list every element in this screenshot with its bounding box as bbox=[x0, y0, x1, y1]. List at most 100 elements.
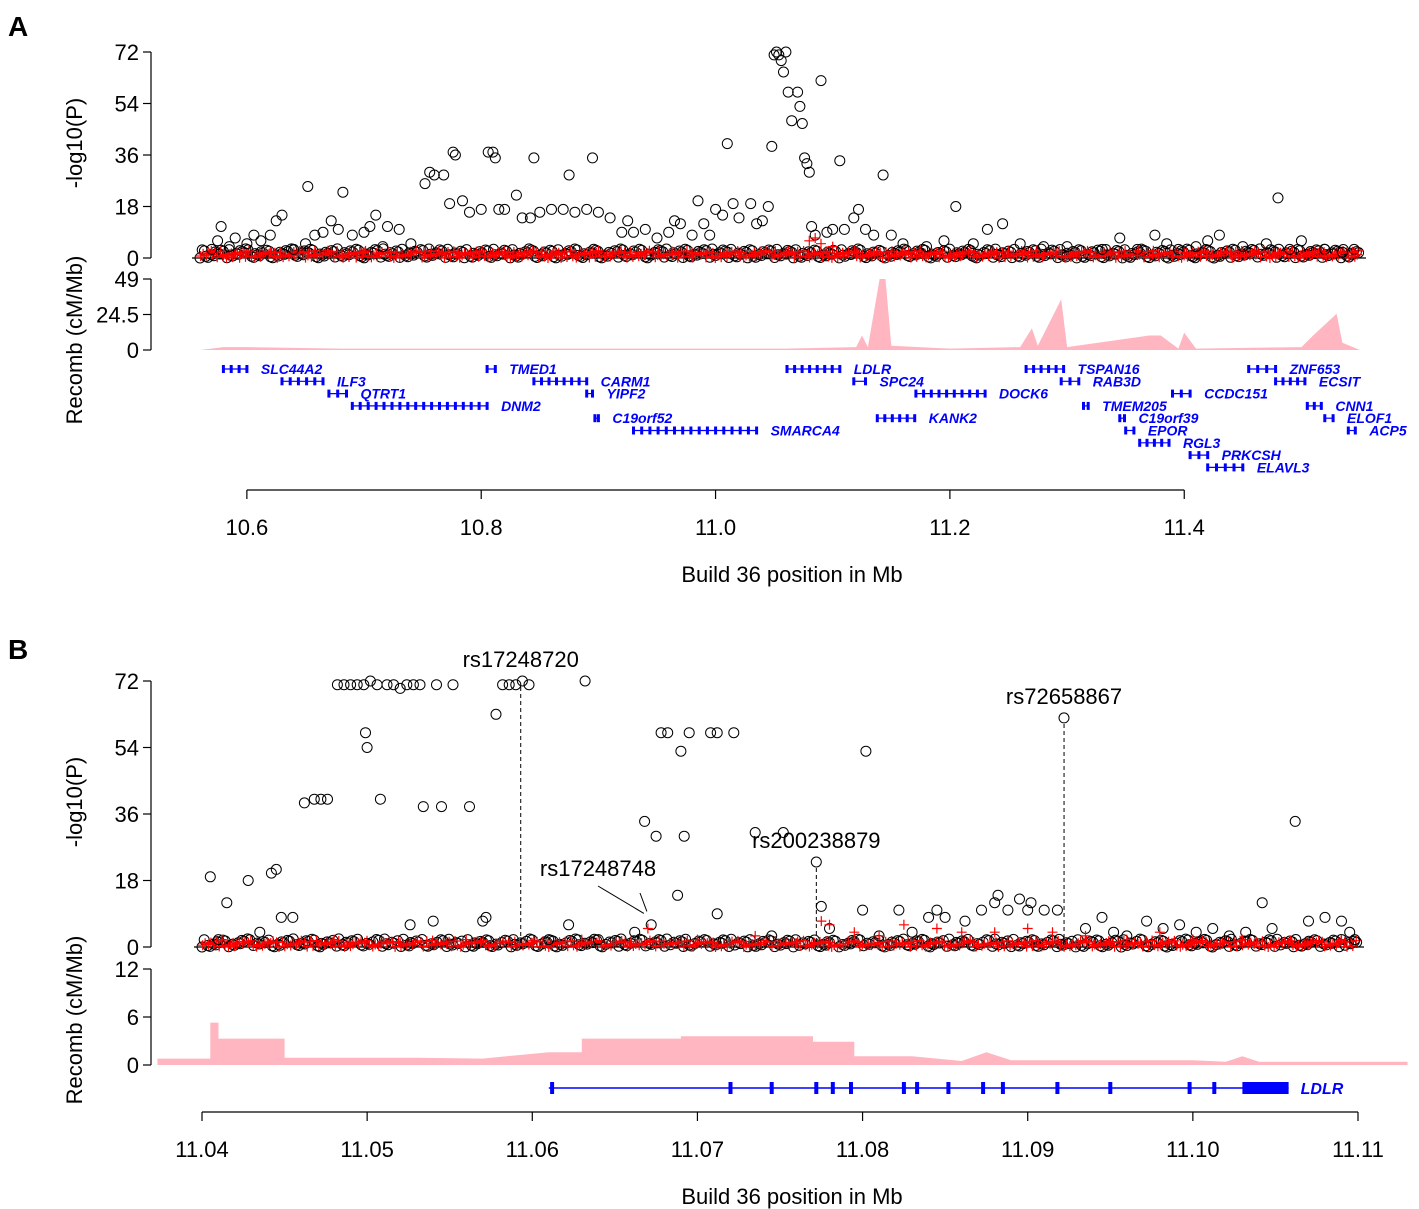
recomb-marker bbox=[216, 934, 227, 945]
recomb-marker bbox=[556, 252, 567, 263]
recomb-marker bbox=[816, 916, 827, 927]
recomb-marker bbox=[616, 246, 627, 257]
snp-point bbox=[997, 218, 1009, 230]
gene-exon bbox=[648, 426, 652, 435]
recomb-marker bbox=[706, 251, 717, 262]
recomb-marker bbox=[1130, 248, 1141, 259]
recomb-marker bbox=[670, 937, 681, 948]
snp-point bbox=[331, 679, 343, 691]
snp-point bbox=[868, 229, 880, 241]
snp-point bbox=[711, 908, 723, 920]
snp-annotation-label: rs200238879 bbox=[752, 828, 880, 853]
snp-point bbox=[417, 801, 429, 813]
x-tick-label: 10.8 bbox=[460, 515, 503, 540]
assoc-y-tick-label: 72 bbox=[115, 669, 139, 694]
recomb-marker bbox=[1302, 937, 1313, 947]
snp-point bbox=[1002, 904, 1014, 916]
snp-point bbox=[223, 241, 235, 253]
assoc-y-axis-label: -log10(P) bbox=[62, 98, 87, 188]
recomb-marker bbox=[1039, 939, 1050, 950]
recomb-marker bbox=[772, 940, 783, 951]
gene-exon bbox=[296, 377, 300, 386]
recomb-marker bbox=[1089, 939, 1100, 950]
gene-exon bbox=[808, 365, 812, 373]
recomb-marker bbox=[239, 936, 250, 947]
recomb-marker bbox=[636, 938, 647, 949]
snp-point bbox=[704, 229, 716, 241]
recomb-marker bbox=[494, 936, 505, 947]
snp-point bbox=[1207, 923, 1219, 934]
snp-point bbox=[377, 241, 389, 253]
snp-point bbox=[215, 221, 227, 232]
snp-point bbox=[543, 934, 555, 946]
snp-point bbox=[762, 201, 774, 212]
gene-exon bbox=[414, 401, 418, 410]
recomb-marker bbox=[277, 936, 288, 947]
gene-exon bbox=[983, 389, 987, 398]
snp-point bbox=[728, 727, 740, 739]
recomb-marker bbox=[1187, 934, 1198, 945]
gene-label-ldlr: LDLR bbox=[854, 361, 892, 377]
gene-exon bbox=[1000, 1082, 1005, 1094]
snp-point bbox=[756, 215, 768, 227]
recomb-marker bbox=[849, 935, 859, 946]
recomb-marker bbox=[217, 936, 228, 947]
snp-point bbox=[487, 146, 499, 158]
snp-point bbox=[782, 86, 794, 98]
recomb-marker bbox=[803, 248, 814, 259]
recomb-marker bbox=[937, 246, 948, 257]
snp-point bbox=[857, 904, 869, 916]
recomb-marker bbox=[1203, 941, 1214, 952]
gene-label-c19orf39: C19orf39 bbox=[1138, 410, 1198, 426]
snp-point bbox=[1061, 241, 1073, 253]
recomb-marker bbox=[212, 252, 223, 263]
recomb-marker bbox=[761, 245, 771, 256]
recomb-marker bbox=[749, 247, 760, 258]
recomb-marker bbox=[1307, 936, 1318, 947]
snp-point bbox=[436, 801, 447, 813]
snp-point bbox=[799, 152, 811, 164]
x-tick-label: 11.0 bbox=[695, 515, 736, 540]
snp-point bbox=[1295, 235, 1307, 247]
snp-point bbox=[381, 679, 393, 691]
recomb-marker bbox=[596, 940, 607, 951]
gene-exon bbox=[540, 377, 543, 386]
snp-point bbox=[457, 195, 468, 207]
snp-point bbox=[815, 900, 827, 912]
gene-exon bbox=[952, 389, 956, 398]
gene-exon bbox=[664, 426, 668, 435]
recomb-marker bbox=[566, 935, 577, 946]
gene-exon bbox=[345, 389, 348, 398]
snp-point bbox=[1114, 232, 1126, 244]
gene-exon bbox=[1288, 377, 1292, 386]
recomb-marker bbox=[698, 247, 709, 258]
snp-point bbox=[414, 679, 426, 691]
gene-label-ccdc151: CCDC151 bbox=[1204, 386, 1268, 402]
recomb-marker bbox=[1159, 247, 1169, 258]
recomb-marker bbox=[509, 936, 520, 947]
snp-point bbox=[906, 926, 918, 938]
gene-exon bbox=[1062, 365, 1066, 373]
recomb-marker bbox=[570, 249, 581, 259]
snp-point bbox=[255, 235, 267, 247]
recomb-marker bbox=[640, 250, 651, 261]
snp-point bbox=[834, 155, 846, 167]
recomb-marker bbox=[1076, 246, 1087, 257]
recomb-marker bbox=[1245, 937, 1256, 948]
gene-exon bbox=[1059, 377, 1063, 386]
recomb-marker bbox=[654, 936, 665, 947]
recomb-marker bbox=[1054, 246, 1065, 257]
recomb-marker bbox=[940, 251, 950, 262]
snp-point bbox=[212, 235, 224, 247]
recomb-marker bbox=[829, 250, 840, 261]
recomb-marker bbox=[610, 936, 621, 947]
recomb-marker bbox=[492, 938, 503, 949]
gene-exon bbox=[585, 389, 589, 398]
recomb-marker bbox=[931, 923, 942, 934]
recomb-marker bbox=[1347, 941, 1358, 951]
recomb-marker bbox=[931, 936, 942, 947]
recomb-marker bbox=[348, 247, 359, 258]
recomb-marker bbox=[1249, 245, 1260, 256]
recomb-marker bbox=[279, 941, 290, 952]
snp-point bbox=[1161, 238, 1173, 250]
